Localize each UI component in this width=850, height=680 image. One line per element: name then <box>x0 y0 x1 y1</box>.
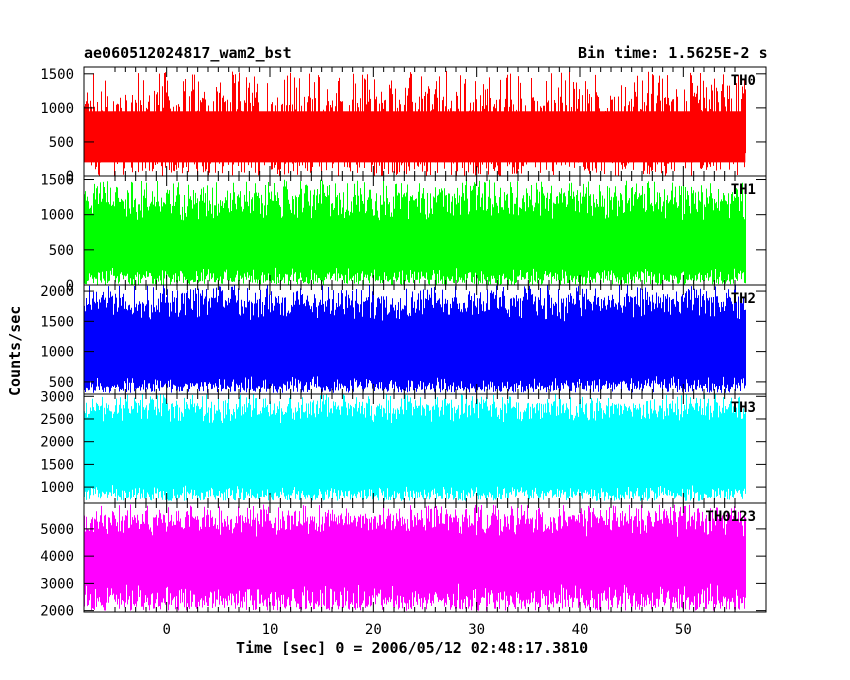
x-tick-label: 50 <box>675 622 692 638</box>
x-tick-label: 20 <box>365 622 382 638</box>
x-axis-label: Time [sec] 0 = 2006/05/12 02:48:17.3810 <box>236 639 589 657</box>
y-tick-label: 1500 <box>40 314 74 330</box>
panel-th1 <box>84 179 746 285</box>
x-tick-label: 0 <box>162 622 170 638</box>
y-tick-label: 500 <box>49 375 74 391</box>
panel-label: TH0 <box>731 73 756 89</box>
y-tick-label: 1000 <box>40 208 74 224</box>
panel-label: TH1 <box>731 182 756 198</box>
y-tick-label: 1000 <box>40 345 74 361</box>
plot-title-right: Bin time: 1.5625E-2 s <box>578 44 768 62</box>
y-tick-label: 1000 <box>40 101 74 117</box>
x-tick-label: 10 <box>262 622 279 638</box>
plot-title-left: ae060512024817_wam2_bst <box>84 44 292 62</box>
y-tick-label: 500 <box>49 135 74 151</box>
y-tick-label: 4000 <box>40 549 74 565</box>
x-tick-label: 30 <box>468 622 485 638</box>
panel-label: TH2 <box>731 291 756 307</box>
x-tick-label: 40 <box>572 622 589 638</box>
series-line <box>84 285 746 393</box>
series-line <box>84 394 746 501</box>
series-group <box>84 394 746 501</box>
panel-th3 <box>84 394 746 501</box>
y-tick-label: 2000 <box>40 435 74 451</box>
y-tick-label: 1000 <box>40 480 74 496</box>
y-tick-label: 1500 <box>40 457 74 473</box>
series-line <box>84 504 746 611</box>
y-tick-label: 500 <box>49 243 74 259</box>
series-group <box>84 285 746 393</box>
series-group <box>84 179 746 285</box>
panel-th0 <box>84 71 746 176</box>
y-tick-label: 2500 <box>40 412 74 428</box>
panel-th2 <box>84 285 746 393</box>
series-line <box>84 179 746 285</box>
series-group <box>84 71 746 176</box>
y-tick-label: 1500 <box>40 67 74 83</box>
y-tick-label: 2000 <box>40 284 74 300</box>
y-tick-label: 3000 <box>40 576 74 592</box>
y-tick-label: 3000 <box>40 389 74 405</box>
y-tick-label: 0 <box>66 278 74 294</box>
panel-label: TH0123 <box>705 509 756 525</box>
series-group <box>84 504 746 611</box>
y-tick-label: 0 <box>66 169 74 185</box>
y-tick-label: 1500 <box>40 173 74 189</box>
panel-th0123 <box>84 504 746 611</box>
panel-label: TH3 <box>731 400 756 416</box>
y-axis-label: Counts/sec <box>6 305 24 396</box>
y-tick-label: 5000 <box>40 522 74 538</box>
y-tick-label: 2000 <box>40 604 74 620</box>
